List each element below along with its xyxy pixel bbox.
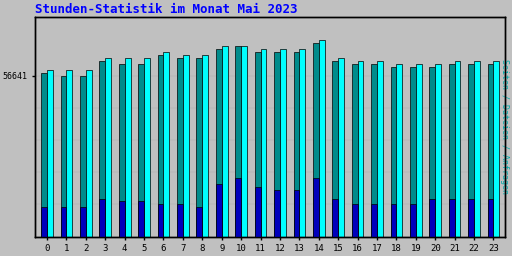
- Bar: [99, 61, 105, 237]
- Bar: [371, 64, 377, 237]
- Bar: [280, 49, 286, 237]
- Bar: [222, 46, 227, 237]
- Bar: [468, 198, 474, 237]
- Bar: [371, 204, 377, 237]
- Bar: [158, 55, 163, 237]
- Bar: [163, 52, 169, 237]
- Bar: [293, 52, 300, 237]
- Bar: [236, 178, 241, 237]
- Bar: [396, 64, 402, 237]
- Bar: [352, 204, 357, 237]
- Bar: [300, 49, 305, 237]
- Bar: [338, 58, 344, 237]
- Bar: [119, 201, 125, 237]
- Bar: [332, 61, 338, 237]
- Bar: [254, 52, 261, 237]
- Bar: [494, 61, 499, 237]
- Bar: [216, 184, 222, 237]
- Bar: [274, 52, 280, 237]
- Bar: [138, 201, 144, 237]
- Bar: [119, 64, 125, 237]
- Bar: [105, 58, 111, 237]
- Bar: [313, 43, 319, 237]
- Bar: [487, 64, 494, 237]
- Bar: [197, 58, 202, 237]
- Bar: [177, 204, 183, 237]
- Y-axis label: Seiten / Dateien / Anfragen: Seiten / Dateien / Anfragen: [500, 59, 509, 194]
- Bar: [487, 198, 494, 237]
- Bar: [430, 198, 435, 237]
- Bar: [99, 198, 105, 237]
- Bar: [183, 55, 189, 237]
- Bar: [236, 46, 241, 237]
- Bar: [80, 76, 86, 237]
- Bar: [158, 204, 163, 237]
- Bar: [410, 204, 416, 237]
- Bar: [177, 58, 183, 237]
- Bar: [430, 67, 435, 237]
- Bar: [60, 76, 67, 237]
- Bar: [468, 64, 474, 237]
- Bar: [41, 73, 47, 237]
- Bar: [391, 204, 396, 237]
- Bar: [86, 70, 92, 237]
- Bar: [144, 58, 150, 237]
- Bar: [125, 58, 131, 237]
- Bar: [202, 55, 208, 237]
- Bar: [319, 40, 325, 237]
- Bar: [41, 207, 47, 237]
- Bar: [80, 207, 86, 237]
- Bar: [455, 61, 460, 237]
- Bar: [60, 207, 67, 237]
- Bar: [352, 64, 357, 237]
- Bar: [261, 49, 266, 237]
- Bar: [474, 61, 480, 237]
- Bar: [293, 190, 300, 237]
- Bar: [410, 67, 416, 237]
- Bar: [241, 46, 247, 237]
- Bar: [449, 64, 455, 237]
- Bar: [391, 67, 396, 237]
- Bar: [357, 61, 364, 237]
- Bar: [138, 64, 144, 237]
- Bar: [47, 70, 53, 237]
- Bar: [216, 49, 222, 237]
- Bar: [416, 64, 421, 237]
- Bar: [449, 198, 455, 237]
- Bar: [313, 178, 319, 237]
- Text: Stunden-Statistik im Monat Mai 2023: Stunden-Statistik im Monat Mai 2023: [35, 3, 298, 16]
- Bar: [377, 61, 383, 237]
- Bar: [274, 190, 280, 237]
- Bar: [435, 64, 441, 237]
- Bar: [67, 70, 72, 237]
- Bar: [254, 187, 261, 237]
- Bar: [197, 207, 202, 237]
- Bar: [332, 198, 338, 237]
